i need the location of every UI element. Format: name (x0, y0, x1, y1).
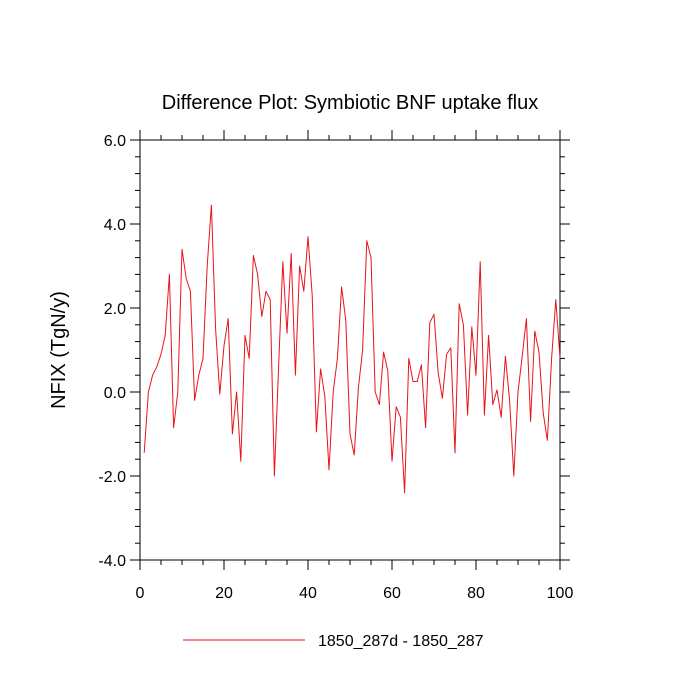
y-tick-label: -2.0 (98, 469, 126, 486)
x-tick-label: 80 (467, 585, 485, 602)
series-line (143, 204, 561, 494)
legend: 1850_287d - 1850_287 (183, 633, 484, 650)
x-axis-ticks (139, 130, 561, 570)
y-tick-label: 0.0 (104, 385, 126, 402)
x-tick-label: 20 (215, 585, 233, 602)
x-tick-label: 60 (383, 585, 401, 602)
y-axis-ticks (130, 139, 570, 561)
y-tick-label: 4.0 (104, 217, 126, 234)
y-axis-tick-labels: -4.0 -2.0 0.0 2.0 4.0 6.0 (98, 133, 126, 570)
y-tick-label: 6.0 (104, 133, 126, 150)
x-tick-label: 0 (136, 585, 145, 602)
x-tick-label: 40 (299, 585, 317, 602)
y-tick-label: -4.0 (98, 553, 126, 570)
series-layer (143, 204, 561, 494)
legend-label: 1850_287d - 1850_287 (318, 633, 484, 650)
x-tick-label: 100 (547, 585, 574, 602)
x-axis-tick-labels: 0 20 40 60 80 100 (136, 585, 574, 602)
y-tick-label: 2.0 (104, 301, 126, 318)
chart-title: Difference Plot: Symbiotic BNF uptake fl… (162, 92, 538, 114)
y-axis-label: NFIX (TgN/y) (48, 291, 70, 409)
